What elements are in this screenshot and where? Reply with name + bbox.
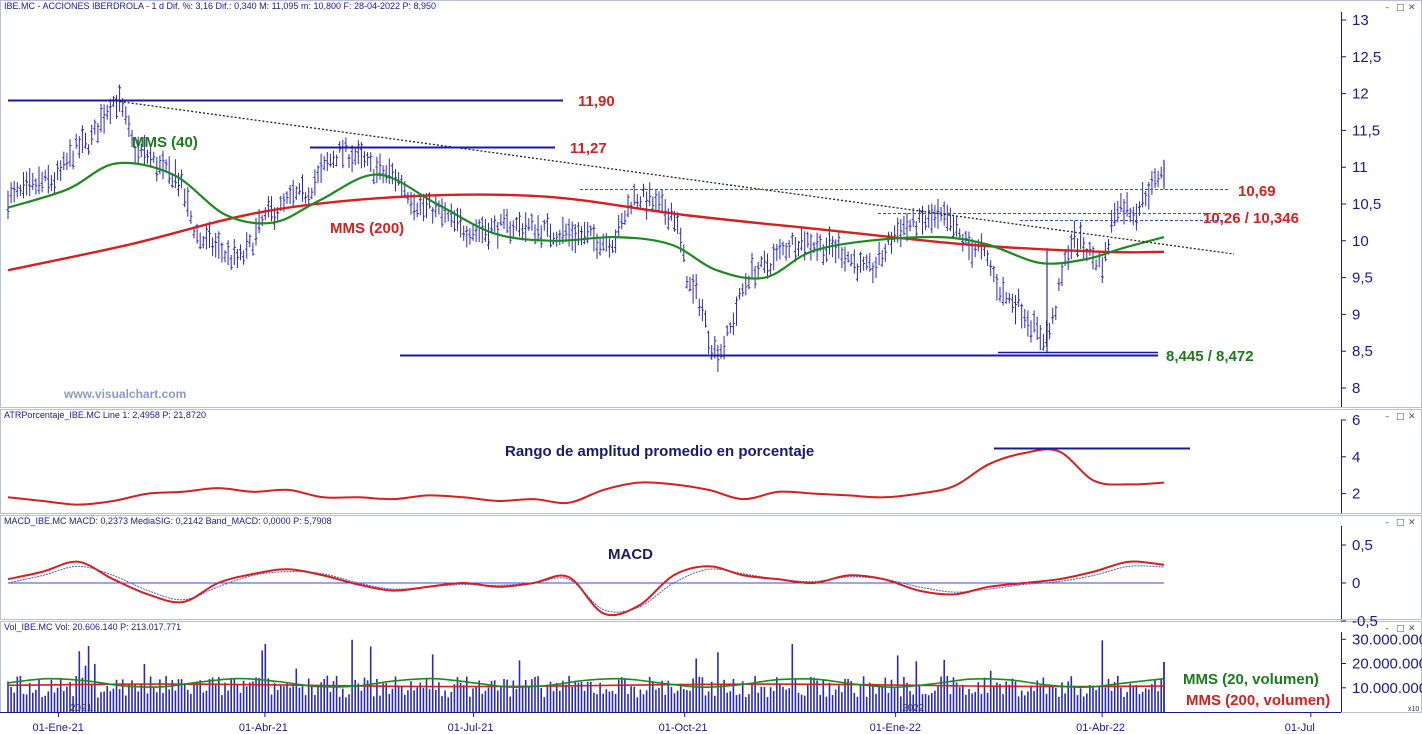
maximize-icon[interactable]: □ bbox=[1396, 624, 1405, 634]
macd-pane-controls[interactable]: – □ ✕ bbox=[1385, 518, 1416, 528]
volume-pane-header: Vol_IBE.MC Vol: 20.606.140 P: 213.017.77… bbox=[4, 622, 181, 632]
macd-pane-header: MACD_IBE.MC MACD: 0,2373 MediaSIG: 0,214… bbox=[4, 516, 332, 526]
axis-tick-label: 0,5 bbox=[1352, 537, 1373, 554]
axis-tick-label: 10 bbox=[1352, 233, 1369, 250]
label-mms40: MMS (40) bbox=[132, 134, 198, 151]
volume-axis-ticks: 30.000.000 20.000.000 10.000.000 bbox=[1341, 631, 1422, 697]
price-pane-header: IBE.MC - ACCIONES IBERDROLA - 1 d Dif. %… bbox=[4, 1, 436, 11]
axis-tick-label: 11 bbox=[1352, 159, 1368, 176]
mms200-line bbox=[7, 193, 1165, 272]
axis-tick-label: 0 bbox=[1352, 575, 1360, 592]
date-tick-label: 01-Oct-21 bbox=[659, 722, 708, 734]
axis-tick-label: 9,5 bbox=[1352, 270, 1373, 287]
axis-tick-label: 20.000.000 bbox=[1352, 656, 1422, 673]
label-11-27: 11,27 bbox=[570, 140, 607, 157]
volume-mms20-line bbox=[7, 677, 1165, 689]
year-label-2022: 2022 bbox=[902, 703, 925, 714]
axis-tick-label: 8,5 bbox=[1352, 343, 1373, 360]
label-mms200: MMS (200) bbox=[330, 220, 404, 237]
atr-pane-controls[interactable]: – □ ✕ bbox=[1385, 412, 1416, 422]
volume-mms200-line bbox=[7, 683, 1165, 688]
axis-tick-label: 13 bbox=[1352, 12, 1369, 29]
close-icon[interactable]: ✕ bbox=[1408, 412, 1416, 422]
label-10-26: 10,26 / 10,346 bbox=[1203, 210, 1299, 227]
minimize-icon[interactable]: – bbox=[1385, 3, 1390, 13]
axis-lines bbox=[0, 12, 1342, 713]
atr-title: Rango de amplitud promedio en porcentaje bbox=[505, 443, 814, 460]
label-8-445: 8,445 / 8,472 bbox=[1166, 348, 1254, 365]
label-mms200-volume: MMS (200, volumen) bbox=[1186, 692, 1330, 709]
close-icon[interactable]: ✕ bbox=[1408, 624, 1416, 634]
price-ohlc-bars bbox=[6, 84, 1165, 372]
close-icon[interactable]: ✕ bbox=[1408, 3, 1416, 13]
date-tick-label: 01-Abr-22 bbox=[1076, 722, 1125, 734]
minimize-icon[interactable]: – bbox=[1385, 518, 1390, 528]
axis-tick-label: 8 bbox=[1352, 380, 1360, 397]
macd-axis-ticks: 0,5 0 -0,5 bbox=[1341, 537, 1378, 630]
date-tick-label: 01-Jul-21 bbox=[448, 722, 494, 734]
axis-tick-label: 10.000.000 bbox=[1352, 680, 1422, 697]
horizontal-levels bbox=[8, 99, 1228, 357]
axis-tick-label: 30.000.000 bbox=[1352, 631, 1422, 648]
date-tick-label: 01-Abr-21 bbox=[239, 722, 288, 734]
maximize-icon[interactable]: □ bbox=[1396, 518, 1405, 528]
watermark: www.visualchart.com bbox=[63, 387, 186, 401]
macd-title: MACD bbox=[608, 546, 653, 563]
date-tick-label: 01-Ene-21 bbox=[33, 722, 84, 734]
minimize-icon[interactable]: – bbox=[1385, 412, 1390, 422]
atr-line bbox=[7, 448, 1165, 506]
close-icon[interactable]: ✕ bbox=[1408, 518, 1416, 528]
label-mms20-volume: MMS (20, volumen) bbox=[1183, 671, 1319, 688]
axis-tick-label: 11,5 bbox=[1352, 122, 1380, 139]
year-label-2021: 2021 bbox=[70, 703, 93, 714]
mms40-line bbox=[7, 161, 1165, 280]
axis-tick-label: -0,5 bbox=[1352, 613, 1378, 630]
axis-tick-label: 2 bbox=[1352, 486, 1360, 503]
label-11-90: 11,90 bbox=[578, 93, 615, 110]
macd-line bbox=[7, 560, 1165, 617]
price-axis-ticks: 13 12,5 12 11,5 11 10,5 10 9,5 9 8,5 8 bbox=[1341, 12, 1381, 397]
atr-pane-header: ATRPorcentaje_IBE.MC Line 1: 2,4958 P: 2… bbox=[4, 410, 206, 420]
price-pane-controls[interactable]: – □ ✕ bbox=[1385, 3, 1416, 13]
axis-tick-label: 12,5 bbox=[1352, 49, 1381, 66]
axis-tick-label: 6 bbox=[1352, 412, 1360, 429]
atr-axis-ticks: 6 4 2 bbox=[1341, 412, 1360, 503]
date-axis-ticks: 01-Ene-21 01-Abr-21 01-Jul-21 01-Oct-21 01-E… bbox=[33, 712, 1315, 734]
scale-tag: x10 bbox=[1408, 706, 1419, 713]
label-10-69: 10,69 bbox=[1238, 183, 1276, 200]
maximize-icon[interactable]: □ bbox=[1396, 412, 1405, 422]
date-tick-label: 01-Jul bbox=[1285, 722, 1315, 734]
axis-tick-label: 12 bbox=[1352, 86, 1369, 103]
axis-tick-label: 4 bbox=[1352, 449, 1360, 466]
maximize-icon[interactable]: □ bbox=[1396, 3, 1405, 13]
date-tick-label: 01-Ene-22 bbox=[870, 722, 921, 734]
axis-tick-label: 10,5 bbox=[1352, 196, 1381, 213]
minimize-icon[interactable]: – bbox=[1385, 624, 1390, 634]
downtrend-line bbox=[115, 100, 1235, 255]
volume-pane-controls[interactable]: – □ ✕ bbox=[1385, 624, 1416, 634]
axis-tick-label: 9 bbox=[1352, 306, 1360, 323]
